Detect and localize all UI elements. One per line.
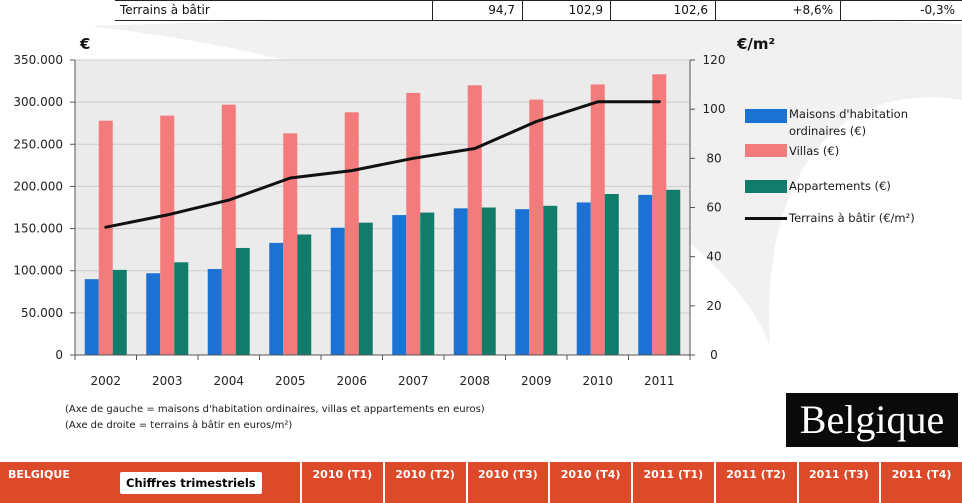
- legend-swatch-maisons: [745, 109, 787, 123]
- bar-appartements-2005: [297, 234, 312, 355]
- x-tick-label: 2007: [398, 374, 429, 388]
- row-value: 94,7: [432, 1, 522, 20]
- legend-label-maisons: Maisons d'habitation ordinaires (€): [789, 107, 909, 138]
- x-tick-label: 2002: [90, 374, 121, 388]
- bar-villas-2002: [98, 120, 113, 355]
- row-label: Terrains à bâtir: [120, 3, 210, 17]
- bar-appartements-2003: [174, 262, 189, 355]
- quarter-header: 2011 (T1): [631, 462, 714, 503]
- line-terrains: [104, 100, 661, 229]
- x-tick-label: 2009: [521, 374, 552, 388]
- bar-maisons-2007: [392, 215, 407, 355]
- bar-villas-2009: [529, 99, 544, 355]
- quarter-header: 2011 (T2): [713, 462, 797, 503]
- y-right-tick-label: 20: [706, 299, 721, 313]
- legend-label-appartements: Appartements (€): [789, 179, 891, 193]
- bar-maisons-2005: [269, 242, 284, 355]
- bar-appartements-2008: [481, 207, 496, 355]
- legend: Maisons d'habitation ordinaires (€) Vill…: [745, 104, 960, 229]
- y-left-tick-label: 0: [55, 348, 63, 362]
- bar-maisons-2011: [638, 194, 653, 355]
- row-value: +8,6%: [715, 1, 840, 20]
- legend-label-terrains: Terrains à bâtir (€/m²): [789, 211, 915, 225]
- bar-appartements-2009: [543, 205, 558, 355]
- y-right-tick-label: 100: [703, 102, 726, 116]
- legend-label-villas: Villas (€): [789, 144, 840, 158]
- bar-maisons-2003: [146, 273, 161, 355]
- y-right-tick-label: 80: [706, 151, 721, 165]
- quarter-header: 2011 (T3): [796, 462, 880, 503]
- y-left-axis-title: €: [80, 35, 91, 53]
- axis-notes: (Axe de gauche = maisons d'habitation or…: [65, 402, 485, 434]
- bar-appartements-2004: [235, 247, 250, 355]
- bar-villas-2004: [221, 104, 236, 356]
- row-value: -0,3%: [840, 1, 962, 20]
- x-tick-label: 2010: [582, 374, 613, 388]
- y-left-tick-label: 100.000: [13, 264, 63, 278]
- bar-maisons-2002: [84, 279, 99, 355]
- bar-villas-2006: [344, 112, 359, 355]
- y-left-tick-label: 200.000: [13, 179, 63, 193]
- bar-maisons-2008: [453, 208, 468, 355]
- y-left-tick-label: 250.000: [13, 137, 63, 151]
- top-table-row: Terrains à bâtir 94,7 102,9 102,6 +8,6% …: [115, 0, 962, 21]
- bar-appartements-2011: [666, 189, 681, 355]
- row-value: 102,6: [610, 1, 715, 20]
- legend-swatch-terrains: [745, 217, 787, 220]
- y-left-tick-label: 150.000: [13, 222, 63, 236]
- country-label: BELGIQUE: [8, 468, 70, 481]
- y-left-tick-label: 50.000: [21, 306, 63, 320]
- bar-villas-2010: [590, 84, 605, 355]
- bottom-bar-country-cell: BELGIQUE Chiffres trimestriels: [0, 462, 300, 503]
- bar-villas-2005: [283, 133, 298, 355]
- bar-villas-2008: [467, 85, 482, 356]
- x-tick-label: 2008: [459, 374, 490, 388]
- row-value: 102,9: [522, 1, 610, 20]
- x-tick-label: 2004: [213, 374, 244, 388]
- x-tick-label: 2005: [275, 374, 306, 388]
- bar-maisons-2004: [207, 269, 222, 355]
- x-tick-label: 2006: [336, 374, 367, 388]
- quarter-header: 2010 (T3): [465, 462, 549, 503]
- quarter-header: 2010 (T2): [382, 462, 466, 503]
- note-left-axis: (Axe de gauche = maisons d'habitation or…: [65, 404, 485, 415]
- bar-appartements-2006: [358, 222, 373, 355]
- bar-villas-2003: [160, 115, 175, 355]
- bar-appartements-2010: [604, 194, 619, 355]
- y-left-tick-label: 300.000: [13, 95, 63, 109]
- country-badge: Belgique: [786, 393, 958, 447]
- y-left-tick-label: 350.000: [13, 53, 63, 67]
- y-right-tick-label: 60: [706, 201, 721, 215]
- quarter-header: 2010 (T4): [548, 462, 631, 503]
- legend-swatch-villas: [745, 144, 787, 157]
- y-right-tick-label: 0: [710, 348, 718, 362]
- quarterly-figures-button[interactable]: Chiffres trimestriels: [120, 472, 262, 494]
- quarter-header: 2010 (T1): [300, 462, 383, 503]
- bar-maisons-2006: [330, 227, 345, 355]
- x-tick-label: 2011: [644, 374, 675, 388]
- x-tick-label: 2003: [152, 374, 183, 388]
- y-right-tick-label: 40: [706, 250, 721, 264]
- y-right-tick-label: 120: [703, 53, 726, 67]
- bar-maisons-2010: [576, 202, 591, 355]
- quarter-header: 2011 (T4): [879, 462, 962, 503]
- bar-villas-2011: [652, 74, 667, 355]
- bar-maisons-2009: [515, 209, 530, 355]
- bar-appartements-2002: [112, 269, 127, 355]
- legend-swatch-appartements: [745, 180, 787, 193]
- bar-villas-2007: [406, 92, 421, 355]
- note-right-axis: (Axe de droite = terrains à bâtir en eur…: [65, 420, 293, 431]
- y-right-axis-title: €/m²: [737, 35, 776, 53]
- background-swoosh: [90, 18, 962, 345]
- bottom-header-bar: BELGIQUE Chiffres trimestriels 2010 (T1)…: [0, 462, 962, 503]
- chart: 0 50.000 100.000 150.000 200.000 250.000 300.0…: [13, 18, 962, 388]
- bar-appartements-2007: [420, 212, 435, 355]
